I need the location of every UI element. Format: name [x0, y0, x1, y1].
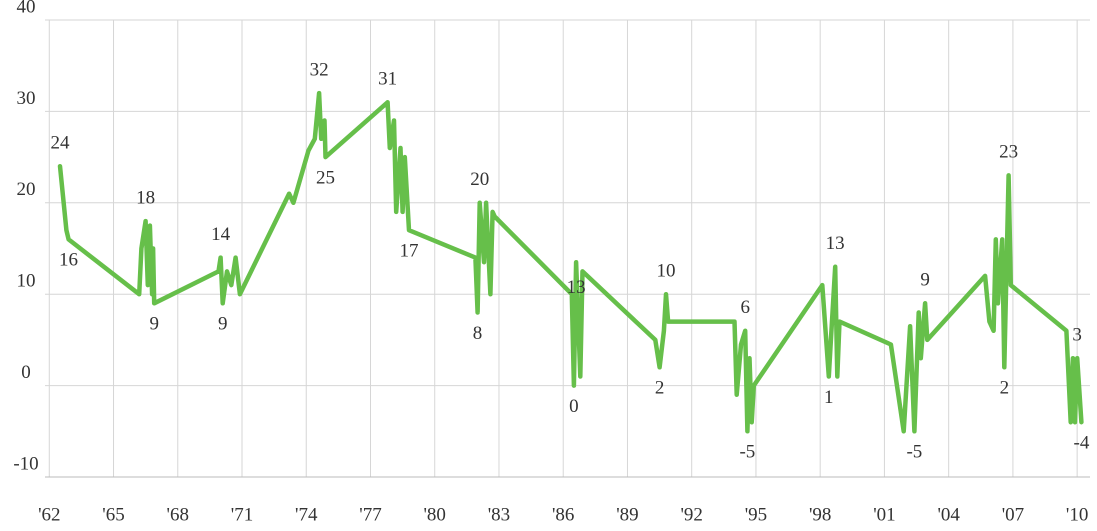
y-tick-label: 20 [17, 179, 36, 200]
y-tick-label: -10 [13, 453, 38, 474]
data-label: -5 [906, 442, 922, 463]
data-label: 6 [740, 297, 750, 318]
y-tick-label: 30 [17, 88, 36, 109]
data-label: 17 [400, 241, 419, 262]
x-tick-label: '86 [552, 504, 574, 525]
data-label: 2 [1000, 378, 1010, 399]
line-series [57, 90, 1084, 434]
x-tick-label: '92 [680, 504, 702, 525]
x-tick-label: '71 [231, 504, 253, 525]
y-tick-label: 0 [21, 362, 31, 383]
x-tick-label: '77 [359, 504, 381, 525]
x-tick-label: '10 [1066, 504, 1088, 525]
data-label: 13 [567, 277, 586, 298]
x-tick-label: '80 [424, 504, 446, 525]
x-tick-label: '04 [937, 504, 960, 525]
x-tick-label: '98 [809, 504, 831, 525]
data-label: 9 [149, 314, 159, 335]
data-label: -4 [1074, 433, 1090, 454]
data-label: -5 [739, 442, 755, 463]
data-label: 9 [218, 314, 228, 335]
x-tick-label: '83 [488, 504, 510, 525]
data-label: 25 [316, 167, 335, 188]
data-label: 3 [1072, 325, 1082, 346]
x-tick-label: '07 [1002, 504, 1024, 525]
x-tick-label: '01 [873, 504, 895, 525]
x-tick-label: '89 [616, 504, 638, 525]
data-label: 20 [470, 169, 489, 190]
data-label: 2 [655, 378, 665, 399]
data-label: 18 [136, 187, 155, 208]
x-tick-label: '95 [745, 504, 767, 525]
data-label: 0 [569, 396, 579, 417]
data-label: 31 [378, 69, 397, 90]
data-label: 13 [826, 233, 845, 254]
x-tick-label: '68 [167, 504, 189, 525]
data-label: 16 [59, 250, 78, 271]
data-label: 24 [50, 133, 70, 154]
data-label: 8 [473, 323, 483, 344]
x-tick-label: '65 [102, 504, 124, 525]
data-label: 32 [310, 59, 329, 80]
data-label: 14 [211, 224, 231, 245]
x-tick-label: '74 [295, 504, 318, 525]
data-label: 10 [657, 261, 676, 282]
data-label: 23 [999, 142, 1018, 163]
x-tick-label: '62 [38, 504, 60, 525]
data-label: 9 [920, 270, 930, 291]
y-tick-label: 40 [17, 0, 36, 17]
data-label: 1 [824, 387, 834, 408]
y-tick-label: 10 [17, 271, 36, 292]
